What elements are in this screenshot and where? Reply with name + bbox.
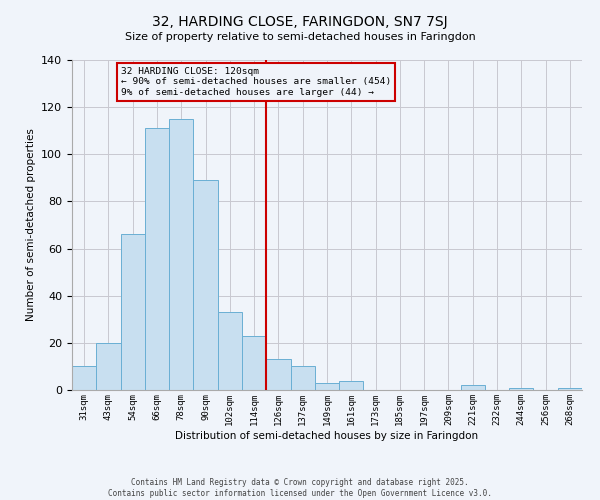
Bar: [169, 119, 193, 390]
Bar: [145, 128, 169, 390]
X-axis label: Distribution of semi-detached houses by size in Faringdon: Distribution of semi-detached houses by …: [175, 430, 479, 440]
Bar: [509, 388, 533, 390]
Bar: [315, 383, 339, 390]
Text: Contains HM Land Registry data © Crown copyright and database right 2025.
Contai: Contains HM Land Registry data © Crown c…: [108, 478, 492, 498]
Bar: [558, 388, 582, 390]
Bar: [461, 386, 485, 390]
Text: 32 HARDING CLOSE: 120sqm
← 90% of semi-detached houses are smaller (454)
9% of s: 32 HARDING CLOSE: 120sqm ← 90% of semi-d…: [121, 67, 391, 97]
Y-axis label: Number of semi-detached properties: Number of semi-detached properties: [26, 128, 35, 322]
Bar: [242, 336, 266, 390]
Bar: [72, 366, 96, 390]
Bar: [266, 360, 290, 390]
Text: Size of property relative to semi-detached houses in Faringdon: Size of property relative to semi-detach…: [125, 32, 475, 42]
Bar: [290, 366, 315, 390]
Bar: [193, 180, 218, 390]
Bar: [218, 312, 242, 390]
Bar: [339, 380, 364, 390]
Text: 32, HARDING CLOSE, FARINGDON, SN7 7SJ: 32, HARDING CLOSE, FARINGDON, SN7 7SJ: [152, 15, 448, 29]
Bar: [121, 234, 145, 390]
Bar: [96, 343, 121, 390]
